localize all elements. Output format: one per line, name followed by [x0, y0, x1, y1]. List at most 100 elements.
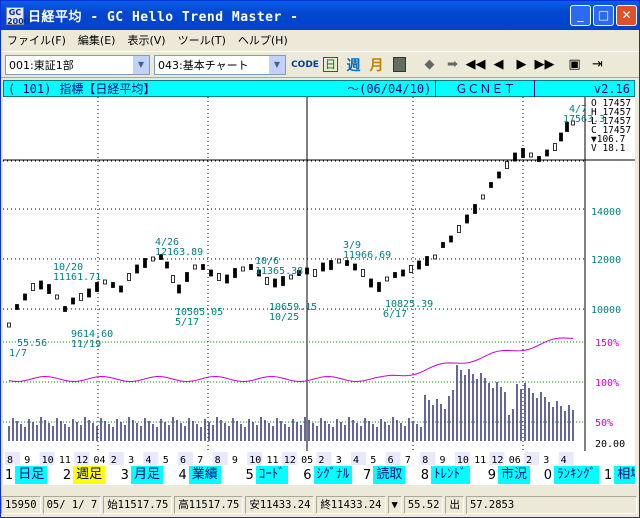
menu-help[interactable]: ヘルプ(H)	[237, 34, 288, 47]
weekly-button[interactable]: 週	[343, 54, 364, 75]
menu-edit[interactable]: 編集(E)	[77, 34, 116, 47]
fkey-8[interactable]: 8 ﾄﾚﾝﾄﾞ	[419, 466, 483, 484]
month-label: 11	[59, 455, 71, 466]
version-label: v2.16	[593, 81, 630, 96]
next-button[interactable]: ▶	[511, 54, 532, 75]
brand-label: ＧＣＮＥＴ	[435, 80, 536, 97]
fkey-2[interactable]: 2 週足	[61, 466, 116, 484]
fkey-9[interactable]: 9 市況	[486, 466, 539, 484]
menu-file[interactable]: ファイル(F)	[7, 34, 66, 47]
candle	[409, 265, 413, 273]
candle	[47, 284, 51, 294]
month-cell	[91, 452, 107, 466]
code-button[interactable]: CODE	[291, 54, 319, 75]
chart-area[interactable]: 4/26 12163.89 10/20 11161.71 9614.60 11/19 105…	[3, 97, 635, 451]
menu-view[interactable]: 表示(V)	[127, 34, 166, 47]
last-page-button[interactable]: ▶▶	[534, 54, 555, 75]
fkey-label[interactable]: ｺｰﾄﾞ	[255, 466, 288, 484]
first-page-button[interactable]: ◀◀	[465, 54, 486, 75]
fkey-number: 2	[62, 467, 72, 483]
settings-button[interactable]: ▣	[564, 54, 585, 75]
month-label: 12	[284, 455, 296, 466]
calculator-icon	[393, 57, 406, 72]
prev-button[interactable]: ◀	[488, 54, 509, 75]
chart-type-select[interactable]: 043:基本チャート ▼	[154, 54, 286, 75]
title-bar[interactable]: GC 2000 日経平均 - GC Hello Trend Master - _…	[1, 1, 639, 30]
price-annotation: 10825.39	[385, 299, 433, 310]
candle	[473, 204, 477, 214]
month-label: 7	[405, 455, 411, 466]
candle	[369, 278, 373, 288]
month-cell	[108, 452, 124, 466]
fkey-7[interactable]: 7 読取	[361, 466, 416, 484]
fkey-label[interactable]: 週足	[73, 466, 106, 484]
back-button[interactable]: ◆	[419, 54, 440, 75]
month-cell	[264, 452, 280, 466]
monthly-button[interactable]: 月	[366, 54, 387, 75]
fkey-label[interactable]: 市況	[498, 466, 531, 484]
candle	[393, 272, 397, 278]
candle	[217, 273, 221, 281]
status-low: 安11433.24	[245, 496, 315, 514]
candle	[193, 264, 197, 270]
status-open: 始11517.75	[103, 496, 173, 514]
fkey-label[interactable]: ﾗﾝｷﾝｸﾞ	[554, 466, 600, 484]
candle	[481, 194, 485, 200]
grid-icon: ▣	[568, 57, 581, 72]
fkey-11[interactable]: 1相場	[602, 466, 635, 484]
fkey-label[interactable]: 月足	[130, 466, 163, 484]
fkey-5[interactable]: 5 ｺｰﾄﾞ	[243, 466, 298, 484]
ohlc-high: H 17457	[591, 107, 631, 118]
candle	[425, 256, 429, 266]
candle	[151, 256, 155, 262]
fkey-3[interactable]: 3 月足	[119, 466, 174, 484]
price-annotation: 11/19	[71, 339, 101, 350]
candle	[489, 182, 493, 188]
ohlc-close: C 17457	[591, 125, 631, 136]
month-label: 9	[232, 455, 238, 466]
fkey-label[interactable]: 業績	[188, 466, 221, 484]
fkey-4[interactable]: 4 業績	[176, 466, 240, 484]
daily-button[interactable]: 日	[320, 54, 341, 75]
fkey-1[interactable]: 1 日足	[3, 466, 58, 484]
candle	[209, 269, 213, 277]
candle	[559, 132, 563, 142]
calculator-button[interactable]	[389, 54, 410, 75]
fkey-label[interactable]: 読取	[373, 466, 406, 484]
exit-button[interactable]: ⇥	[587, 54, 608, 75]
month-cell	[368, 452, 384, 466]
fkey-10[interactable]: 0 ﾗﾝｷﾝｸﾞ	[542, 466, 600, 484]
minimize-button[interactable]: _	[570, 5, 591, 26]
fkey-label[interactable]: 日足	[15, 466, 48, 484]
candle	[79, 293, 83, 301]
ohlc-change: ▼106.7	[591, 134, 625, 145]
month-label: 12	[491, 455, 503, 466]
chevron-down-icon[interactable]: ▼	[269, 55, 285, 74]
pct-axis-label: 20.00	[595, 439, 625, 450]
status-diff: 55.52	[403, 496, 444, 514]
fkey-label[interactable]: ｼｸﾞﾅﾙ	[313, 466, 353, 484]
menu-bar: ファイル(F) 編集(E) 表示(V) ツール(T) ヘルプ(H)	[1, 30, 639, 50]
fkey-number: 4	[178, 467, 187, 483]
forward-button[interactable]: ➡	[442, 54, 463, 75]
close-button[interactable]: ✕	[616, 5, 637, 26]
pct-axis-label: 50%	[595, 418, 613, 429]
month-label: 4	[353, 455, 359, 466]
fkey-label[interactable]: ﾄﾚﾝﾄﾞ	[431, 466, 470, 484]
menu-tools[interactable]: ツール(T)	[177, 34, 226, 47]
price-annotation: 9614.60	[71, 329, 113, 340]
price-axis-label: 10000	[591, 305, 621, 316]
pct-axis-label: 150%	[595, 338, 619, 349]
candle	[171, 275, 175, 283]
pct-axis-label: 100%	[595, 378, 619, 389]
candle	[273, 278, 277, 288]
fkey-label[interactable]: 相場	[614, 466, 635, 484]
maximize-button[interactable]: □	[593, 5, 614, 26]
fkey-6[interactable]: 6 ｼｸﾞﾅﾙ	[301, 466, 358, 484]
market-select[interactable]: 001:東証1部 ▼	[5, 54, 150, 75]
month-label: 3	[543, 455, 549, 466]
month-axis-svg: 8 9 10 11 12 04 2 3 4 5 6 7 8 9 10 11 12 05 2 3 4 5 6 7 8 9 10 11 12…	[5, 452, 574, 466]
chevron-down-icon[interactable]: ▼	[133, 55, 149, 74]
month-label: 7	[197, 455, 203, 466]
